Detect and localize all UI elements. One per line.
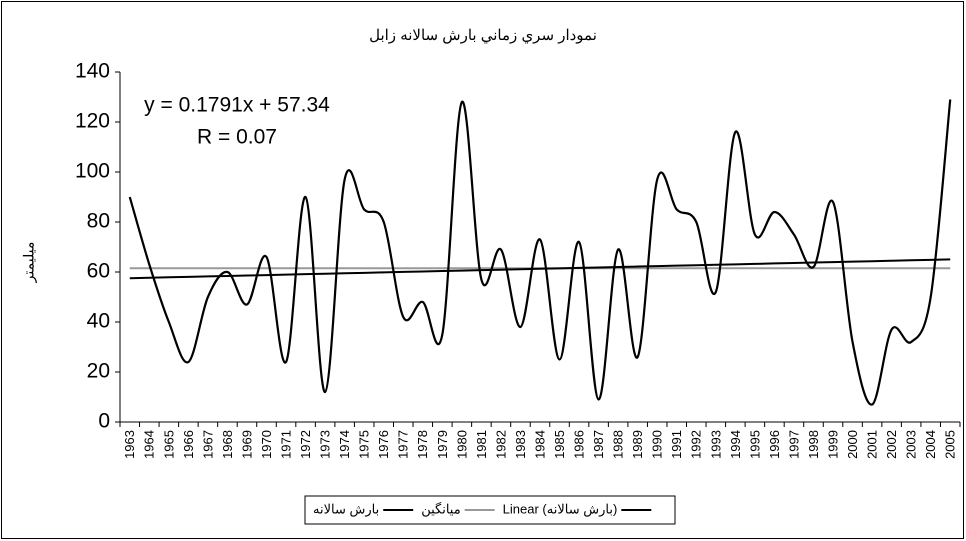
x-tick-label: 1977 [396,430,411,459]
x-tick-label: 1978 [415,430,430,459]
x-tick-label: 1994 [728,430,743,459]
y-tick-label: 60 [87,260,110,283]
y-tick-label: 140 [75,60,110,83]
x-tick-label: 1992 [689,430,704,459]
x-tick-label: 1970 [259,430,274,459]
x-tick-label: 2003 [904,430,919,459]
x-tick-label: 2002 [884,430,899,459]
x-tick-label: 1995 [747,430,762,459]
x-tick-label: 1973 [318,430,333,459]
y-tick-label: 40 [87,310,110,333]
annotation: y = 0.1791x + 57.34 [144,94,330,117]
y-tick-label: 80 [87,210,110,233]
x-tick-label: 1988 [611,430,626,459]
data-line [128,99,952,406]
x-tick-label: 1997 [786,430,801,459]
x-tick-label: 1968 [220,430,235,459]
x-tick-label: 1987 [591,430,606,459]
x-tick-label: 1972 [298,430,313,459]
legend-label: Linear (بارش سالانه) [503,501,618,517]
x-tick-label: 1975 [357,430,372,459]
annotation: R = 0.07 [197,126,277,149]
x-tick-label: 1974 [337,430,352,459]
x-tick-label: 1989 [630,430,645,459]
x-tick-label: 1976 [376,430,391,459]
x-tick-label: 1982 [493,430,508,459]
legend-label: بارش سالانه [313,501,379,517]
y-tick-label: 100 [75,160,110,183]
x-tick-label: 1983 [513,430,528,459]
x-tick-label: 2001 [865,430,880,459]
x-tick-label: 1964 [142,430,157,459]
x-tick-label: 1985 [552,430,567,459]
x-tick-label: 1984 [532,430,547,459]
x-tick-label: 1963 [122,430,137,459]
x-tick-label: 1991 [669,430,684,459]
x-tick-label: 1965 [161,430,176,459]
data-line [129,258,951,280]
x-tick-label: 2004 [923,430,938,459]
x-tick-label: 1979 [435,430,450,459]
legend-label: میانگین [421,501,460,517]
x-tick-label: 1966 [181,430,196,459]
chart-title: نمودار سري زماني بارش سالانه زابل [369,27,597,44]
y-tick-label: 0 [98,410,110,433]
x-tick-label: 1969 [239,430,254,459]
x-tick-label: 1999 [825,430,840,459]
x-tick-label: 1996 [767,430,782,459]
x-tick-label: 1980 [454,430,469,459]
x-tick-label: 1967 [200,430,215,459]
y-axis-label: میلیمتر [21,242,38,284]
x-tick-label: 2000 [845,430,860,459]
x-tick-label: 1993 [708,430,723,459]
y-tick-label: 120 [75,110,110,133]
x-tick-label: 1998 [806,430,821,459]
y-tick-label: 20 [87,360,110,383]
x-tick-label: 1981 [474,430,489,459]
x-tick-label: 2005 [943,430,958,459]
x-tick-label: 1971 [278,430,293,459]
x-tick-label: 1990 [650,430,665,459]
x-tick-label: 1986 [572,430,587,459]
